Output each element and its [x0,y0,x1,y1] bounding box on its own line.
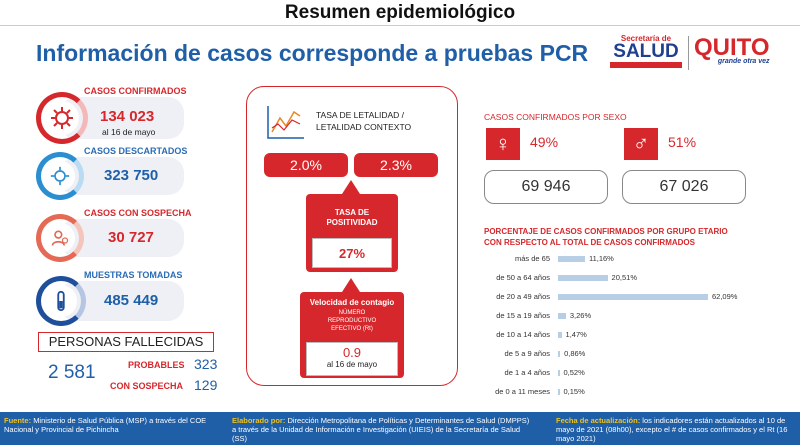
fallecidas-total: 2 581 [48,362,96,383]
male-pct: 51% [668,134,697,150]
letalidad-label: TASA DE LETALIDAD / LETALIDAD CONTEXTO [316,110,412,132]
muestras-ring [36,276,86,326]
probables-label: PROBABLES [128,360,185,370]
contagio-value-box: 0.9 al 16 de mayo [306,342,398,376]
descartados-ring [36,152,84,200]
age-group-label: de 5 a 9 años [504,349,550,358]
age-group-label: de 1 a 4 años [504,368,550,377]
fallecidas-sospecha-value: 129 [194,377,218,393]
line-chart-icon [266,104,306,140]
descartados-label: CASOS DESCARTADOS [84,146,188,156]
footer-fecha: Fecha de actualización: los indicadores … [556,416,788,443]
fallecidas-title: PERSONAS FALLECIDAS [38,332,214,352]
age-group-value: 0,15% [563,387,585,396]
female-value: 69 946 [484,170,608,204]
virus-icon [45,161,75,191]
age-group-label: de 50 a 64 años [496,273,550,282]
confirmados-label: CASOS CONFIRMADOS [84,86,187,96]
age-group-bar [558,389,560,395]
person-search-icon [45,223,75,253]
report-title: Resumen epidemiológico [0,0,800,26]
age-group-value: 0,86% [564,349,586,358]
female-icon: ♀ [486,128,520,160]
muestras-value: 485 449 [104,292,159,309]
fallecidas-sospecha-label: CON SOSPECHA [110,381,184,391]
sospecha-value: 30 727 [108,229,154,246]
footer-fuente: Fuente: Ministerio de Salud Pública (MSP… [4,416,207,434]
probables-value: 323 [194,356,218,372]
letalidad-contexto-value: 2.3% [354,153,438,177]
age-group-bar [558,351,561,357]
descartados-value: 323 750 [104,167,159,184]
confirmados-value: 134 023 [100,108,155,125]
age-group-value: 20,51% [611,273,637,282]
quito-logo: QUITO grande otra vez [694,34,770,65]
age-group-label: más de 65 [514,254,550,263]
age-group-label: de 15 a 19 años [496,311,550,320]
age-group-value: 1,47% [565,330,587,339]
male-icon: ♂ [624,128,658,160]
confirmados-ring [36,92,88,144]
sospecha-label: CASOS CON SOSPECHA [84,208,192,218]
age-group-bar [558,313,566,319]
age-group-label: de 20 a 49 años [496,292,550,301]
age-group-value: 0,52% [563,368,585,377]
age-group-value: 11,16% [588,254,614,263]
salud-logo: Secretaría de SALUD [610,34,682,70]
page-subtitle: Información de casos corresponde a prueb… [36,40,589,66]
footer: Fuente: Ministerio de Salud Pública (MSP… [0,412,800,445]
age-group-bar [558,294,708,300]
muestras-label: MUESTRAS TOMADAS [84,270,183,280]
age-bar-chart: más de 65 11,16% de 50 a 64 años 20,51% de 2… [480,254,780,404]
age-group-bar [558,332,562,338]
letalidad-value: 2.0% [264,153,348,177]
age-group-value: 62,09% [712,292,738,301]
positividad-value: 27% [312,238,392,268]
age-group-value: 3,26% [569,311,592,320]
indicators-frame [246,86,458,386]
male-value: 67 026 [622,170,746,204]
sexo-title: CASOS CONFIRMADOS POR SEXO [484,112,627,122]
age-group-bar [558,275,608,281]
virus-icon [45,101,79,135]
female-pct: 49% [530,134,559,150]
age-group-label: de 0 a 11 meses [495,387,550,396]
edad-title: PORCENTAJE DE CASOS CONFIRMADOS POR GRUP… [484,227,728,247]
test-tube-icon [45,285,77,317]
footer-elaborado: Elaborado por: Dirección Metropolitana d… [232,416,530,443]
contagio-date: al 16 de mayo [326,360,378,369]
age-group-label: de 10 a 14 años [496,330,550,339]
age-group-bar [558,370,560,376]
contagio-value: 0.9 [342,345,362,360]
age-group-bar [558,256,585,262]
sospecha-ring [36,214,84,262]
confirmados-date: al 16 de mayo [102,127,156,137]
